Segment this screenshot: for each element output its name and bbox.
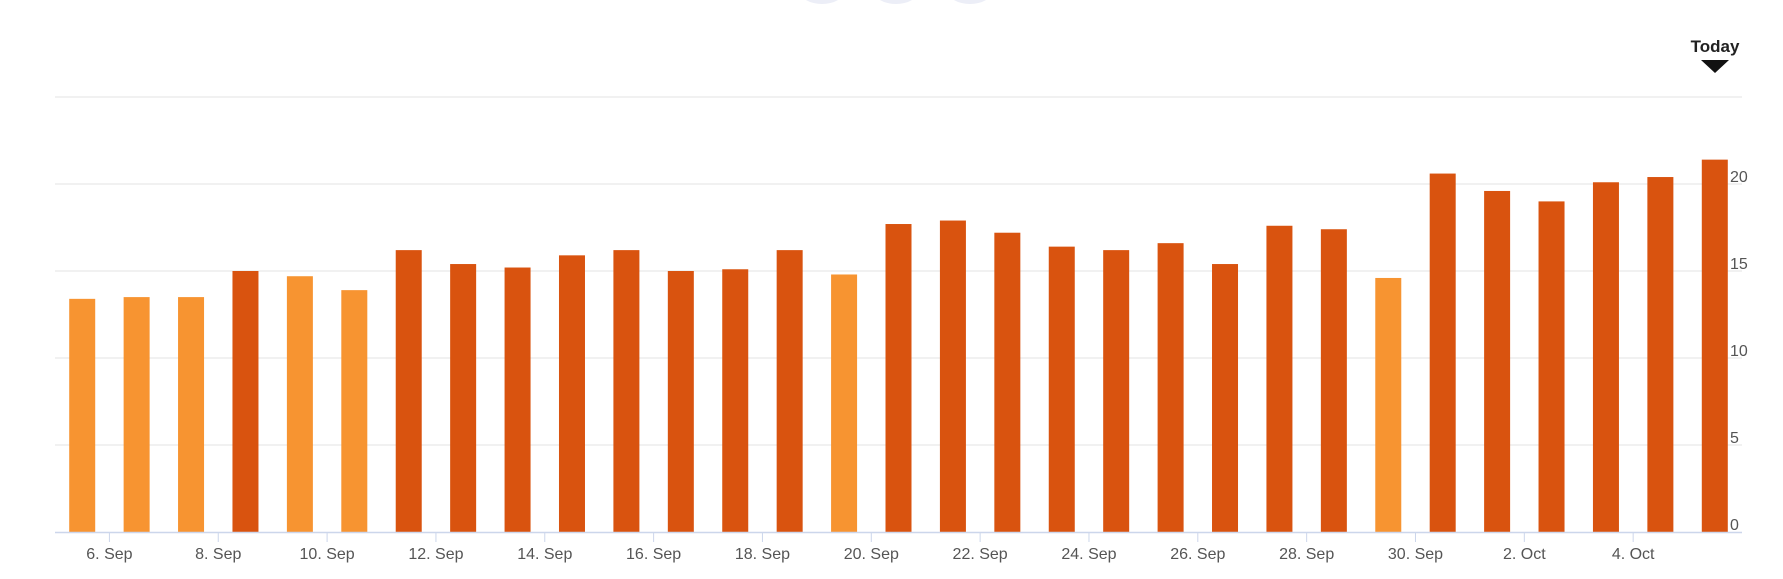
bar-20-sep[interactable] [885,224,912,532]
today-marker-icon [1701,60,1729,73]
bar-14-sep[interactable] [558,255,585,532]
bar-28-sep[interactable] [1320,229,1347,533]
bar-30-sep[interactable] [1429,173,1456,532]
bar-18-sep[interactable] [776,250,803,532]
bar-19-sep[interactable] [831,274,858,532]
x-tick-label: 20. Sep [844,546,899,563]
y-tick-label: 0 [1730,517,1739,534]
pagination-dots [800,0,1020,8]
bar-1-oct[interactable] [1484,190,1511,532]
bar-2-oct[interactable] [1538,201,1565,532]
bar-3-oct[interactable] [1592,182,1619,532]
bar-11-sep[interactable] [395,250,422,532]
y-tick-label: 10 [1730,343,1748,360]
bar-21-sep[interactable] [939,220,966,533]
bar-15-sep[interactable] [613,250,640,532]
x-tick-label: 2. Oct [1503,546,1546,563]
x-tick-label: 24. Sep [1061,546,1116,563]
bar-5-oct[interactable] [1701,159,1728,532]
bars [69,159,1728,533]
bar-27-sep[interactable] [1266,225,1293,532]
y-tick-label: 15 [1730,256,1748,273]
x-tick-label: 12. Sep [408,546,463,563]
bar-16-sep[interactable] [667,271,694,532]
bar-12-sep[interactable] [450,264,477,532]
bar-5-sep[interactable] [69,298,96,532]
bar-24-sep[interactable] [1103,250,1130,532]
x-axis: 6. Sep 8. Sep 10. Sep 12. Sep 14. Sep 16. Sep… [55,531,1742,563]
bar-23-sep[interactable] [1048,246,1075,532]
pagination-dot[interactable] [800,0,844,4]
bar-9-sep[interactable] [286,276,313,532]
y-axis-ticks: 0 5 10 15 20 [1730,169,1748,534]
x-tick-label: 22. Sep [953,546,1008,563]
x-tick-label: 16. Sep [626,546,681,563]
x-tick-label: 10. Sep [300,546,355,563]
bar-10-sep[interactable] [341,290,368,532]
bar-26-sep[interactable] [1212,264,1239,532]
x-tick-label: 14. Sep [517,546,572,563]
x-tick-label: 30. Sep [1388,546,1443,563]
bar-25-sep[interactable] [1157,243,1184,532]
x-tick-label: 8. Sep [195,546,241,563]
pagination-dot[interactable] [948,0,992,4]
x-tick-label: 28. Sep [1279,546,1334,563]
pagination-dot[interactable] [874,0,918,4]
bar-6-sep[interactable] [123,297,150,532]
bar-8-sep[interactable] [232,271,259,532]
x-tick-label: 4. Oct [1612,546,1655,563]
bar-22-sep[interactable] [994,232,1021,532]
today-label: Today [1690,37,1740,56]
y-tick-label: 20 [1730,169,1748,186]
bar-7-sep[interactable] [178,297,205,532]
bar-29-sep[interactable] [1375,277,1402,532]
x-tick-label: 6. Sep [86,546,132,563]
bar-4-oct[interactable] [1647,177,1674,533]
x-tick-label: 26. Sep [1170,546,1225,563]
bar-13-sep[interactable] [504,267,531,532]
y-tick-label: 5 [1730,430,1739,447]
bar-17-sep[interactable] [722,269,749,532]
x-tick-label: 18. Sep [735,546,790,563]
